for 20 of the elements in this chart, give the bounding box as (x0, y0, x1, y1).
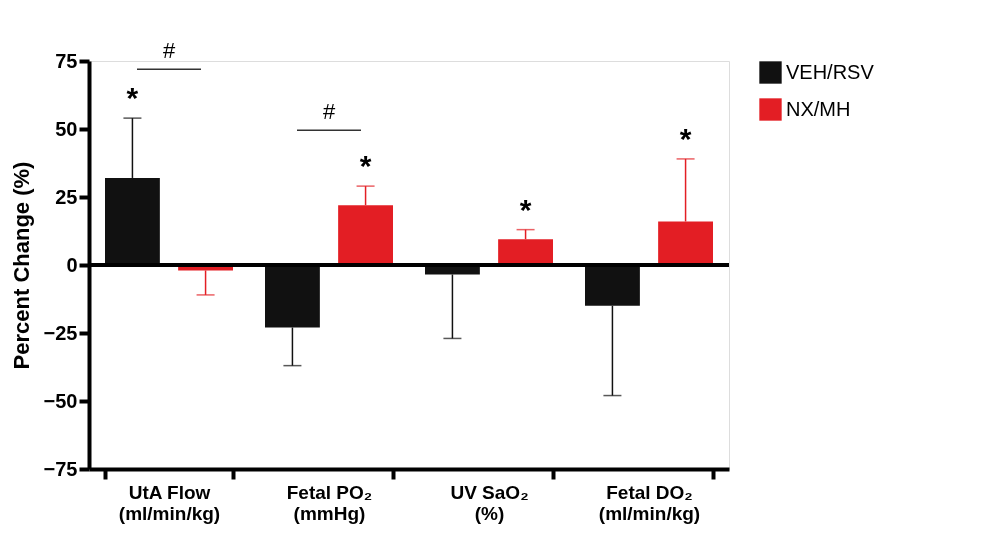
y-tick-label: −25 (43, 321, 78, 344)
annotation: * (519, 192, 532, 226)
y-tick-label: 50 (55, 117, 78, 140)
x-tick-label: Fetal PO₂ (mmHg) (286, 481, 373, 524)
annotation: # (322, 99, 336, 125)
x-tick-label: UtA Flow (ml/min/kg) (118, 481, 221, 524)
y-tick-label: 0 (66, 253, 78, 276)
annotation: * (359, 149, 372, 183)
y-tick-label: −50 (43, 389, 78, 412)
y-tick-label: 25 (55, 185, 78, 208)
annotation: * (679, 121, 692, 155)
legend-label: NX/MH (786, 97, 851, 120)
legend-label: VEH/RSV (786, 60, 875, 83)
x-tick-label: UV SaO₂ (%) (450, 481, 529, 524)
y-tick-label: −75 (43, 457, 78, 480)
y-tick-label: 75 (55, 49, 78, 72)
y-axis-title: Percent Change (%) (8, 161, 34, 370)
annotation: # (162, 38, 176, 64)
x-tick-label: Fetal DO₂ (ml/min/kg) (598, 481, 701, 524)
annotation: * (126, 81, 139, 115)
